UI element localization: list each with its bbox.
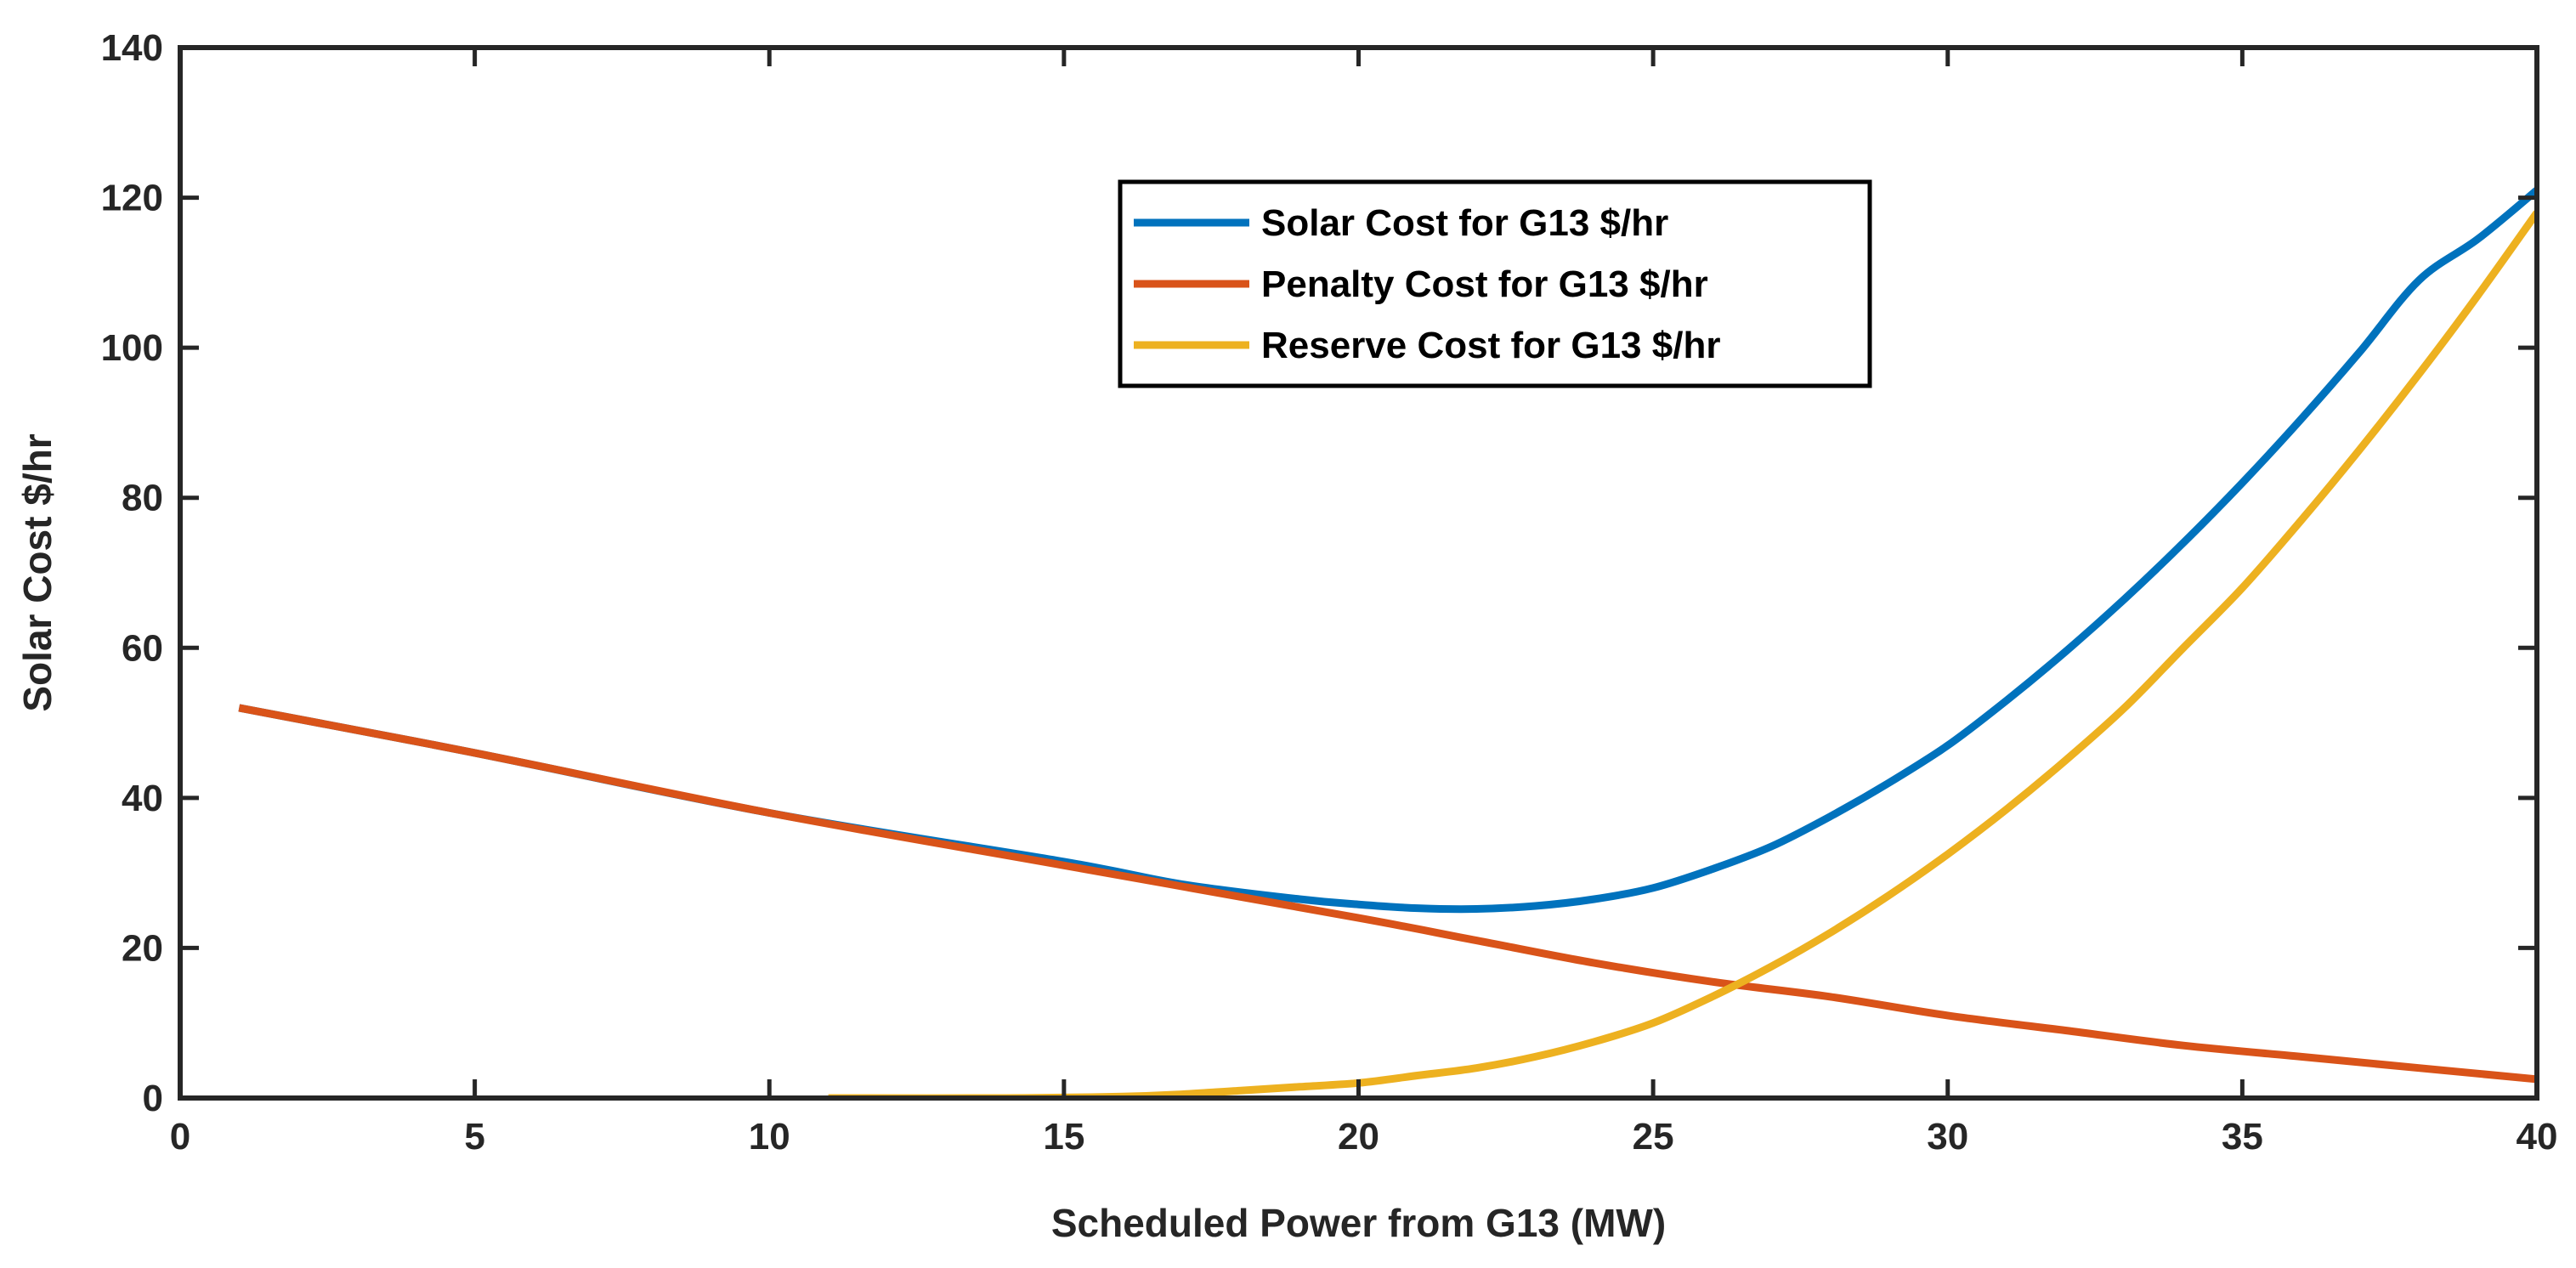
- y-tick-label: 20: [122, 927, 163, 969]
- y-tick-label: 60: [122, 627, 163, 669]
- x-tick-label: 25: [1633, 1116, 1674, 1158]
- x-tick-label: 35: [2222, 1116, 2263, 1158]
- series-layer: [238, 187, 2537, 1098]
- legend-label-3: Reserve Cost for G13 $/hr: [1261, 325, 1720, 366]
- legend-label-1: Solar Cost for G13 $/hr: [1261, 202, 1668, 244]
- y-axis-label: Solar Cost $/hr: [15, 433, 59, 711]
- y-tick-label: 120: [101, 178, 163, 219]
- x-tick-label: 40: [2517, 1116, 2558, 1158]
- legend-label-2: Penalty Cost for G13 $/hr: [1261, 263, 1708, 305]
- y-tick-label: 100: [101, 327, 163, 369]
- x-tick-label: 5: [464, 1116, 484, 1158]
- x-axis-label: Scheduled Power from G13 (MW): [1051, 1201, 1666, 1245]
- x-tick-label: 0: [170, 1116, 190, 1158]
- x-tick-label: 30: [1927, 1116, 1968, 1158]
- series-line-2: [238, 704, 2537, 1084]
- tick-layer: 0 5 10 15 20 25 30 35 40 0 20 40 60 80 100 120 140: [101, 27, 2558, 1158]
- y-tick-label: 80: [122, 478, 163, 519]
- y-tick-label: 40: [122, 778, 163, 819]
- y-tick-label: 140: [101, 27, 163, 69]
- series-line-3: [828, 210, 2537, 1098]
- legend: Solar Cost for G13 $/hr Penalty Cost for …: [1118, 179, 1872, 388]
- x-tick-label: 10: [749, 1116, 790, 1158]
- x-tick-label: 15: [1043, 1116, 1084, 1158]
- y-tick-label: 0: [143, 1078, 163, 1119]
- x-tick-label: 20: [1338, 1116, 1379, 1158]
